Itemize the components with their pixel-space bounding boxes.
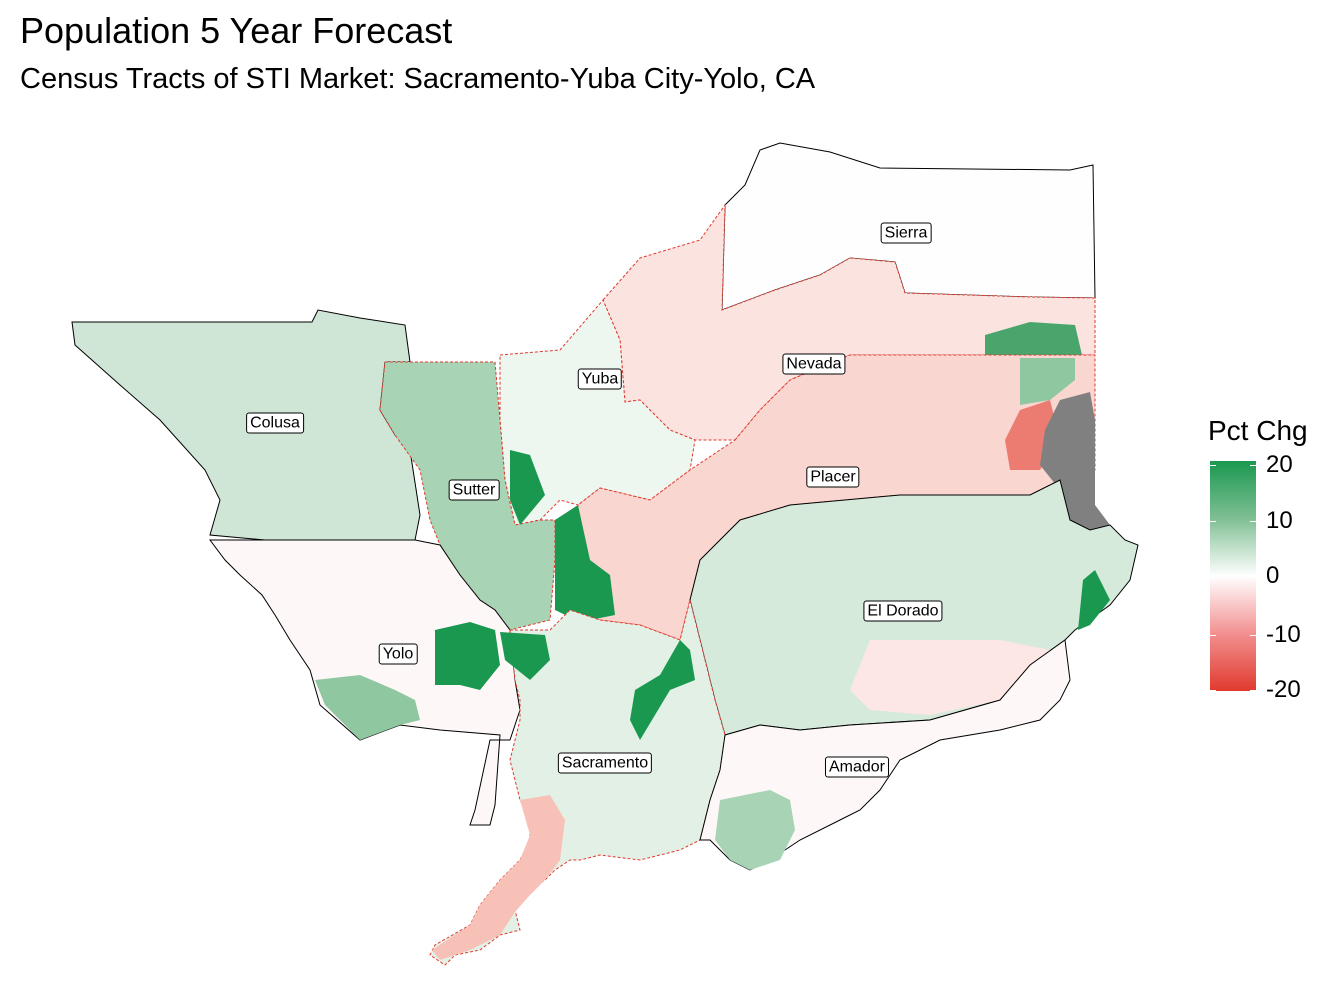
legend-tick-label: 10	[1266, 507, 1293, 534]
county-label-el-dorado: El Dorado	[863, 600, 943, 622]
region-amador-green	[715, 790, 795, 870]
county-label-yuba: Yuba	[577, 368, 623, 390]
legend-tick-label: 20	[1266, 451, 1293, 478]
legend-tickmark	[1210, 576, 1216, 577]
region-nevada-east	[985, 322, 1082, 355]
region-sutter-green	[510, 450, 545, 525]
region-el-dorado-red	[850, 640, 1050, 715]
region-colusa	[71, 309, 421, 541]
region-placer-green-west	[555, 505, 615, 622]
region-sacramento-green	[630, 640, 695, 740]
map-subtitle: Census Tracts of STI Market: Sacramento-…	[20, 63, 816, 95]
legend-tickmark	[1250, 576, 1256, 577]
legend-tick-label: -10	[1266, 621, 1301, 648]
region-amador	[699, 639, 1071, 871]
legend-tickmark	[1250, 690, 1256, 691]
legend-tickmark	[1250, 465, 1256, 466]
region-placer-green-east	[1020, 358, 1075, 405]
region-el-dorado-green	[1078, 570, 1110, 630]
legend-tickmark	[1210, 465, 1216, 466]
legend-tickmark	[1210, 690, 1216, 691]
region-yolo-green	[435, 622, 500, 690]
legend-tickmark	[1210, 521, 1216, 522]
legend-tickmark	[1250, 635, 1256, 636]
county-label-amador: Amador	[824, 756, 890, 778]
county-label-sierra: Sierra	[880, 222, 932, 244]
county-label-yolo: Yolo	[378, 643, 418, 665]
legend-tickmark	[1210, 635, 1216, 636]
map-title: Population 5 Year Forecast	[20, 10, 453, 51]
legend-color-bar	[1210, 461, 1256, 691]
legend-tickmark	[1250, 521, 1256, 522]
legend-title: Pct Chg	[1208, 415, 1308, 446]
color-legend: Pct Chg 20 10 0 -10 -20	[1200, 415, 1340, 715]
county-label-colusa: Colusa	[246, 412, 304, 434]
legend-tick-label: 0	[1266, 562, 1280, 589]
region-sacramento-delta	[432, 795, 565, 960]
region-yolo-south	[315, 675, 420, 740]
county-label-sutter: Sutter	[448, 479, 500, 501]
region-no-data	[1040, 392, 1110, 530]
region-sacramento-green-west	[500, 632, 550, 680]
legend-tick-label: -20	[1266, 676, 1301, 703]
county-label-nevada: Nevada	[782, 353, 846, 375]
county-label-placer: Placer	[806, 466, 860, 488]
county-label-sacramento: Sacramento	[557, 752, 653, 774]
